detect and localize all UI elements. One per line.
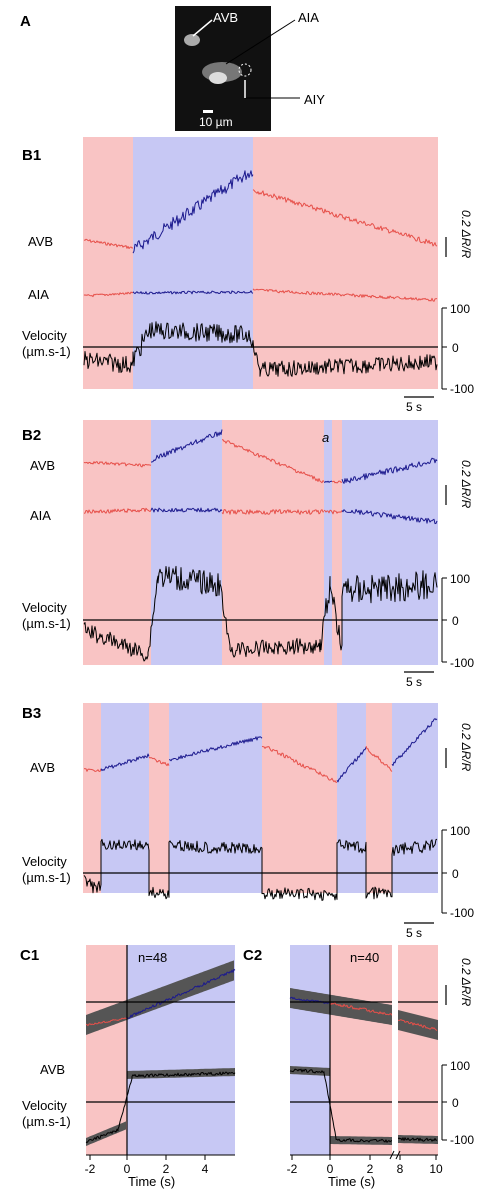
panel-label-c1: C1 xyxy=(20,947,39,964)
b3-velocity-units: (µm.s-1) xyxy=(22,870,71,885)
b3-avb-label: AVB xyxy=(30,760,55,775)
panel-label-b1: B1 xyxy=(22,147,41,164)
b3-velocity-label: Velocity xyxy=(22,854,67,869)
panel-label-b3: B3 xyxy=(22,705,41,722)
micrograph-avb-label: AVB xyxy=(213,10,238,25)
b2-velocity-label: Velocity xyxy=(22,600,67,615)
b2-background xyxy=(83,420,438,665)
panel-label-a: A xyxy=(20,13,31,30)
b1-aia-label: AIA xyxy=(28,287,49,302)
panel-label-b2: B2 xyxy=(22,427,41,444)
b2-time-scalebar-label: 5 s xyxy=(406,675,422,689)
b3-ratio-scalebar-label: 0.2 ΔR/R xyxy=(459,723,473,772)
c2-x-tick-label-3: 8 xyxy=(397,1162,404,1176)
c1-n-label: n=48 xyxy=(138,950,167,965)
micrograph-aia-label: AIA xyxy=(298,10,319,25)
b1-velocity-axis xyxy=(442,308,447,389)
micrograph-scalebar-label: 10 µm xyxy=(199,115,233,129)
c-velocity-axis xyxy=(442,1065,447,1140)
b3-velocity-axis xyxy=(442,830,447,913)
b3-tick-0: 0 xyxy=(452,867,459,881)
c2-axis-break xyxy=(392,945,398,1157)
c2-x-axis-label: Time (s) xyxy=(328,1174,375,1189)
c1-velocity-units: (µm.s-1) xyxy=(22,1114,71,1129)
b2-ratio-scalebar-label: 0.2 ΔR/R xyxy=(459,460,473,509)
micrograph-aiy-label: AIY xyxy=(304,92,325,107)
b3-tick-100: 100 xyxy=(450,824,470,838)
b2-velocity-units: (µm.s-1) xyxy=(22,616,71,631)
c1-x-tick-label-3: 4 xyxy=(202,1162,209,1176)
b1-tick-minus100: -100 xyxy=(450,382,474,396)
b1-avb-label: AVB xyxy=(28,234,53,249)
avb-neuron xyxy=(184,34,200,46)
c1-velocity-label: Velocity xyxy=(22,1098,67,1113)
c2-background xyxy=(290,945,438,1155)
b1-tick-0: 0 xyxy=(452,341,459,355)
b3-tick-minus100: -100 xyxy=(450,906,474,920)
b2-event-a-label: a xyxy=(322,430,329,445)
b3-background xyxy=(83,703,438,893)
c2-x-tick-label-4: 10 xyxy=(429,1162,443,1176)
b1-velocity-units: (µm.s-1) xyxy=(22,344,71,359)
b3-time-scalebar-label: 5 s xyxy=(406,926,422,940)
c1-x-ticks: -2 0 2 4 xyxy=(85,1155,209,1176)
c1-x-tick-label-0: -2 xyxy=(85,1162,96,1176)
c1-x-axis-label: Time (s) xyxy=(128,1174,175,1189)
b1-ratio-scalebar-label: 0.2 ΔR/R xyxy=(459,210,473,259)
b2-velocity-axis xyxy=(442,578,447,662)
c-ratio-scalebar-label: 0.2 ΔR/R xyxy=(459,958,473,1007)
panel-label-c2: C2 xyxy=(243,947,262,964)
b2-aia-label: AIA xyxy=(30,508,51,523)
b2-tick-0: 0 xyxy=(452,614,459,628)
b1-velocity-label: Velocity xyxy=(22,328,67,343)
c-tick-100: 100 xyxy=(450,1059,470,1073)
c-tick-0: 0 xyxy=(452,1096,459,1110)
c2-x-ticks: -2 0 2 8 10 xyxy=(287,1155,443,1176)
c2-n-label: n=40 xyxy=(350,950,379,965)
b2-avb-label: AVB xyxy=(30,458,55,473)
c1-avb-label: AVB xyxy=(40,1062,65,1077)
b1-tick-100: 100 xyxy=(450,302,470,316)
b1-time-scalebar-label: 5 s xyxy=(406,400,422,414)
aia-neuron xyxy=(209,72,227,84)
micrograph-scalebar xyxy=(203,110,213,113)
c-tick-minus100: -100 xyxy=(450,1133,474,1147)
b2-tick-minus100: -100 xyxy=(450,656,474,670)
b2-tick-100: 100 xyxy=(450,572,470,586)
c2-x-tick-label-0: -2 xyxy=(287,1162,298,1176)
